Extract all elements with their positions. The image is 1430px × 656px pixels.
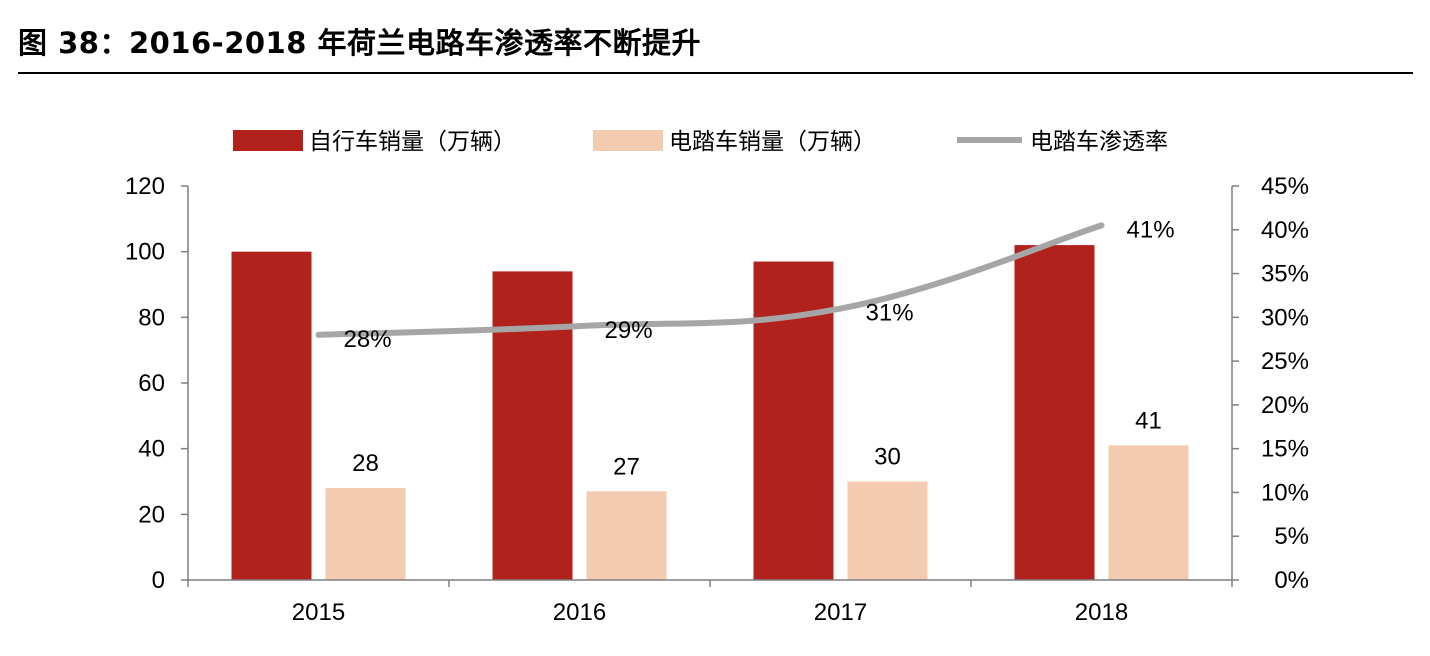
legend-label-ebike: 电踏车销量（万辆） (669, 129, 876, 155)
y-left-tick-label: 60 (138, 370, 165, 397)
ebike-data-label: 30 (874, 444, 901, 471)
penetration-data-label: 41% (1127, 216, 1175, 243)
bar-ebike-2018 (1108, 445, 1189, 580)
y-right-tick-label: 30% (1261, 304, 1309, 331)
penetration-line (318, 222, 1103, 338)
y-left-tick-label: 20 (138, 501, 165, 528)
x-tick-label: 2018 (1075, 599, 1128, 626)
penetration-point-2015 (315, 331, 322, 338)
y-right-tick-label: 35% (1261, 261, 1309, 288)
legend-swatch-bike (233, 130, 303, 151)
bar-ebike-2016 (586, 491, 667, 580)
y-right-tick-label: 15% (1261, 436, 1309, 463)
y-left-tick-label: 40 (138, 436, 165, 463)
bar-bike-2016 (492, 271, 573, 580)
legend-swatch-ebike (593, 130, 663, 151)
y-right-tick-label: 10% (1261, 479, 1309, 506)
penetration-point-2016 (576, 323, 583, 330)
x-tick-label: 2017 (814, 599, 867, 626)
y-left-tick-label: 80 (138, 304, 165, 331)
penetration-point-2017 (837, 305, 844, 312)
y-right-tick-label: 20% (1261, 392, 1309, 419)
ebike-data-label: 28 (352, 450, 379, 477)
x-tick-label: 2015 (292, 599, 345, 626)
legend-label-penetration: 电踏车渗透率 (1030, 129, 1168, 155)
penetration-data-label: 31% (866, 300, 914, 327)
bar-ebike-2015 (325, 488, 406, 580)
bar-bike-2018 (1014, 245, 1095, 580)
penetration-data-label: 28% (344, 326, 392, 353)
y-right-tick-label: 45% (1261, 173, 1309, 200)
chart-title: 图 38：2016-2018 年荷兰电路车渗透率不断提升 (18, 26, 702, 60)
bar-bike-2015 (231, 251, 312, 580)
penetration-point-2018 (1098, 222, 1105, 229)
y-left-tick-label: 0 (152, 567, 165, 594)
y-right-tick-label: 25% (1261, 348, 1309, 375)
title-divider (18, 72, 1413, 74)
y-right-tick-label: 0% (1274, 567, 1309, 594)
y-right-tick-label: 40% (1261, 217, 1309, 244)
bar-ebike-2017 (847, 481, 928, 580)
ebike-data-label: 41 (1135, 407, 1162, 434)
ebike-data-label: 27 (613, 453, 640, 480)
y-left-tick-label: 100 (125, 239, 165, 266)
x-tick-label: 2016 (553, 599, 606, 626)
legend-label-bike: 自行车销量（万辆） (309, 129, 516, 155)
y-right-tick-label: 5% (1274, 523, 1309, 550)
penetration-data-label: 29% (605, 317, 653, 344)
y-left-tick-label: 120 (125, 173, 165, 200)
